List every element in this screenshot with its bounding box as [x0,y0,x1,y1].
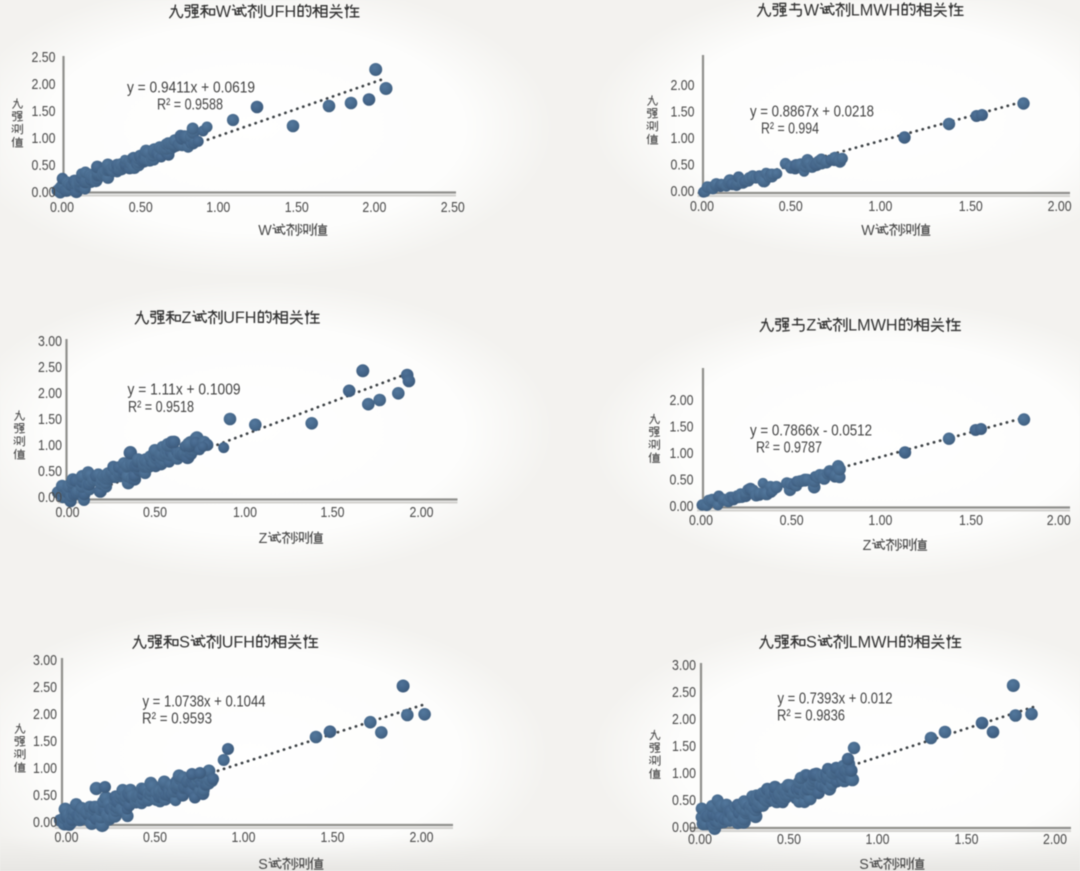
svg-text:0.00: 0.00 [688,831,712,848]
svg-text:1.50: 1.50 [959,198,983,215]
svg-text:0.00: 0.00 [33,814,57,831]
svg-text:1.50: 1.50 [33,733,57,750]
svg-text:LMWH: LMWH [849,634,898,652]
svg-text:y = 0.8867x + 0.0218: y = 0.8867x + 0.0218 [750,104,874,121]
svg-text:2.50: 2.50 [32,49,56,66]
svg-text:0.00: 0.00 [690,198,714,215]
svg-text:2.50: 2.50 [38,359,62,376]
svg-text:2.50: 2.50 [672,684,696,701]
svg-text:2.50: 2.50 [441,199,465,216]
svg-text:S: S [179,634,190,652]
svg-text:2.50: 2.50 [33,679,57,696]
svg-text:R² = 0.9518: R² = 0.9518 [128,399,194,416]
svg-text:3.00: 3.00 [672,657,696,674]
svg-text:0.50: 0.50 [143,829,167,846]
svg-text:0.00: 0.00 [56,504,80,521]
svg-text:1.00: 1.00 [866,831,890,848]
svg-text:0.00: 0.00 [55,829,79,846]
svg-text:R² = 0.9593: R² = 0.9593 [142,711,212,728]
svg-text:1.00: 1.00 [233,504,257,521]
svg-text:3.00: 3.00 [33,652,57,669]
svg-text:2.00: 2.00 [672,711,696,728]
svg-text:0.50: 0.50 [672,792,696,809]
svg-text:1.00: 1.00 [868,198,892,215]
svg-text:2.00: 2.00 [1043,831,1067,848]
svg-text:2.00: 2.00 [1047,512,1071,529]
svg-text:0.00: 0.00 [32,184,56,201]
svg-text:0.00: 0.00 [689,512,713,529]
svg-text:1.50: 1.50 [285,199,309,216]
svg-text:3.00: 3.00 [38,333,62,350]
svg-text:UFH: UFH [222,634,255,652]
svg-text:S: S [859,857,869,871]
svg-text:0.50: 0.50 [779,198,803,215]
svg-text:1.50: 1.50 [672,738,696,755]
svg-text:0.00: 0.00 [38,489,62,506]
svg-text:1.00: 1.00 [868,512,892,529]
svg-text:1.00: 1.00 [672,765,696,782]
svg-text:R² = 0.9836: R² = 0.9836 [777,708,845,725]
svg-text:2.00: 2.00 [671,77,695,94]
svg-text:y = 1.11x + 0.1009: y = 1.11x + 0.1009 [128,382,241,399]
svg-text:W: W [804,2,820,20]
svg-text:1.50: 1.50 [955,831,979,848]
svg-text:2.00: 2.00 [33,706,57,723]
svg-text:1.00: 1.00 [38,437,62,454]
svg-text:y = 0.9411x + 0.0619: y = 0.9411x + 0.0619 [127,80,255,97]
svg-text:UFH: UFH [263,3,296,21]
svg-text:UFH: UFH [223,309,256,327]
svg-text:1.00: 1.00 [32,130,56,147]
svg-text:1.00: 1.00 [33,760,57,777]
svg-text:y = 0.7393x + 0.012: y = 0.7393x + 0.012 [778,691,893,708]
svg-text:0.50: 0.50 [129,199,153,216]
svg-text:S: S [806,634,817,652]
svg-text:2.00: 2.00 [1048,198,1072,215]
svg-text:1.50: 1.50 [959,512,983,529]
svg-text:W: W [216,3,232,21]
svg-text:R² = 0.994: R² = 0.994 [761,121,819,138]
svg-text:0.00: 0.00 [50,199,74,216]
svg-text:LMWH: LMWH [851,2,900,20]
svg-text:1.50: 1.50 [671,103,695,120]
svg-text:1.50: 1.50 [321,504,345,521]
svg-text:R² = 0.9588: R² = 0.9588 [157,97,223,114]
svg-text:Z: Z [259,531,268,547]
svg-text:Z: Z [863,538,872,554]
svg-text:1.50: 1.50 [321,829,345,846]
svg-text:0.50: 0.50 [33,787,57,804]
svg-text:Z: Z [182,309,192,327]
svg-text:0.00: 0.00 [670,498,694,515]
svg-text:S: S [258,857,268,871]
svg-text:2.00: 2.00 [362,199,386,216]
svg-text:2.00: 2.00 [410,829,434,846]
svg-text:Z: Z [806,317,816,335]
svg-text:1.00: 1.00 [671,130,695,147]
svg-text:W: W [258,223,272,239]
svg-text:2.00: 2.00 [670,392,694,409]
svg-text:0.50: 0.50 [38,463,62,480]
svg-text:1.00: 1.00 [206,199,230,216]
svg-text:y = 0.7866x - 0.0512: y = 0.7866x - 0.0512 [750,423,872,440]
svg-text:0.50: 0.50 [671,157,695,174]
svg-text:LMWH: LMWH [848,317,897,335]
svg-text:2.00: 2.00 [32,76,56,93]
svg-text:1.50: 1.50 [670,418,694,435]
svg-text:0.50: 0.50 [670,472,694,489]
svg-text:1.50: 1.50 [38,411,62,428]
svg-text:W: W [861,223,875,239]
svg-text:2.00: 2.00 [38,385,62,402]
svg-text:y = 1.0738x + 0.1044: y = 1.0738x + 0.1044 [143,694,266,711]
svg-text:0.50: 0.50 [780,512,804,529]
svg-text:0.00: 0.00 [671,183,695,200]
svg-text:1.00: 1.00 [670,445,694,462]
svg-text:1.50: 1.50 [32,103,56,120]
svg-text:0.50: 0.50 [777,831,801,848]
svg-text:0.50: 0.50 [32,157,56,174]
svg-text:R² = 0.9787: R² = 0.9787 [756,440,822,457]
svg-text:0.00: 0.00 [672,819,696,836]
svg-text:0.50: 0.50 [143,504,167,521]
svg-text:2.00: 2.00 [410,504,434,521]
svg-text:1.00: 1.00 [232,829,256,846]
